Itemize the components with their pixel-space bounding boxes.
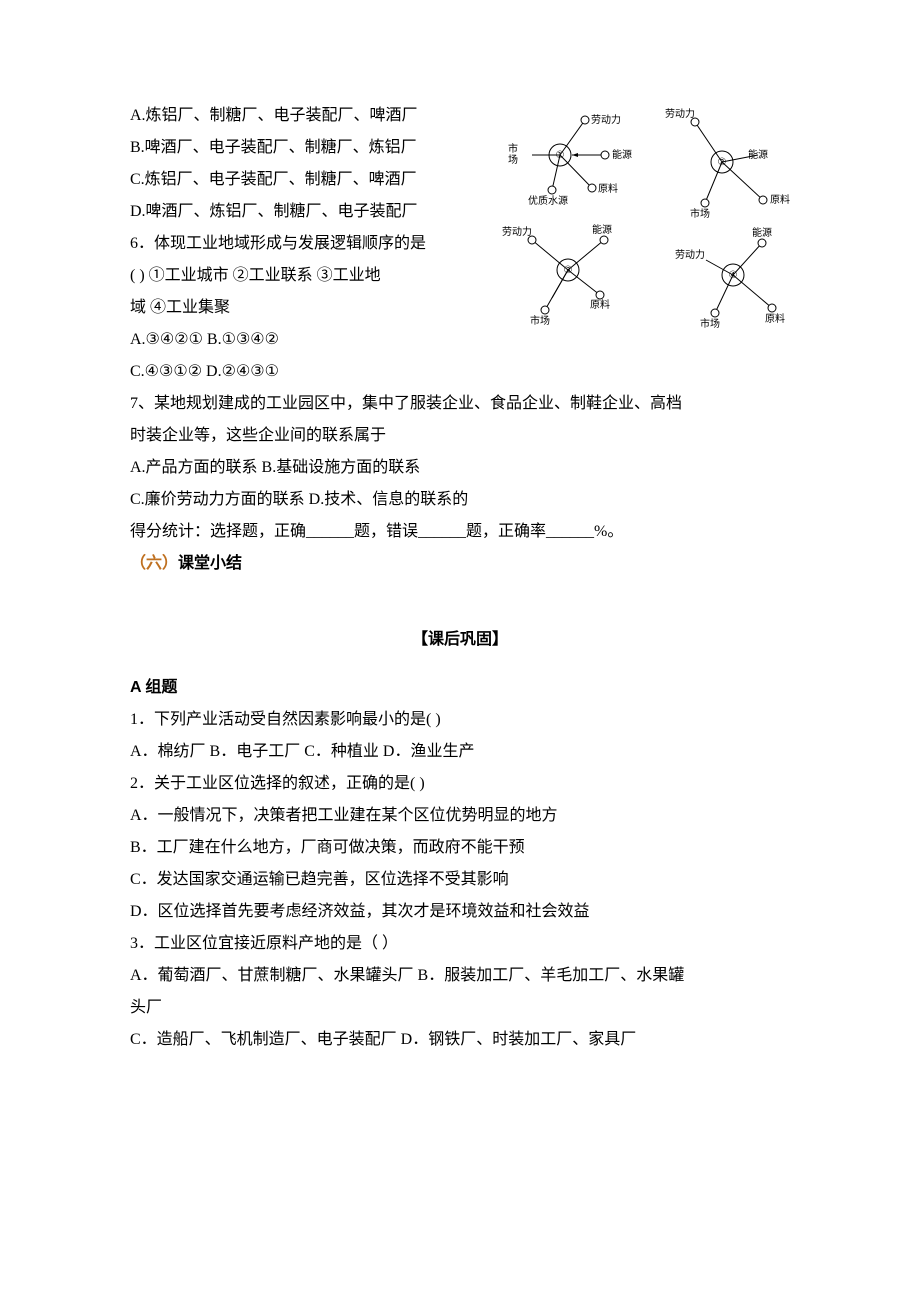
p3-ab-1: A．葡萄酒厂、甘蔗制糖厂、水果罐头厂 B．服装加工厂、羊毛加工厂、水果罐 (130, 960, 790, 992)
label-labor-2: 劳动力 (665, 107, 695, 120)
section-six-title: 课堂小结 (178, 555, 242, 572)
label-raw-1: 原料 (598, 182, 618, 195)
practice-block: 1．下列产业活动受自然因素影响最小的是( ) A．棉纺厂 B．电子工厂 C．种植… (130, 704, 790, 1056)
p2-c: C．发达国家交通运输已趋完善，区位选择不受其影响 (130, 864, 790, 896)
q6-opt-cd: C.④③①② D.②④③① (130, 356, 790, 388)
p2-stem: 2．关于工业区位选择的叙述，正确的是( ) (130, 768, 790, 800)
group-a-heading: A 组题 (130, 672, 790, 704)
label-raw-2: 原料 (770, 193, 790, 206)
section-six-heading: （六）课堂小结 (130, 548, 790, 580)
p1-stem: 1．下列产业活动受自然因素影响最小的是( ) (130, 704, 790, 736)
q6-stem-3: 域 ④工业集聚 (130, 292, 480, 324)
q7-opt-c: C.廉价劳动力方面的联系 D.技术、信息的联系的 (130, 484, 790, 516)
score-line: 得分统计：选择题，正确______题，错误______题，正确率______%。 (130, 516, 790, 548)
section-six-prefix: （六） (130, 555, 178, 572)
label-market-4: 市场 (700, 317, 720, 330)
doc-body: ① 劳动力 能源 原料 优质水源 市 场 (130, 100, 790, 1056)
p3-stem: 3．工业区位宜接近原料产地的是（ ） (130, 928, 790, 960)
p2-b: B．工厂建在什么地方，厂商可做决策，而政府不能干预 (130, 832, 790, 864)
p2-d: D．区位选择首先要考虑经济效益，其次才是环境效益和社会效益 (130, 896, 790, 928)
q6-stem-1: 6．体现工业地域形成与发展逻辑顺序的是 (130, 228, 480, 260)
q5-opt-d: D.啤酒厂、炼铝厂、制糖厂、电子装配厂 (130, 196, 480, 228)
label-raw-3: 原料 (590, 298, 610, 311)
label-labor-3: 劳动力 (502, 225, 532, 238)
label-market-3: 市场 (530, 314, 550, 327)
label-raw-4: 原料 (765, 312, 785, 325)
q7-opt-a: A.产品方面的联系 B.基础设施方面的联系 (130, 452, 790, 484)
label-energy-3: 能源 (592, 223, 612, 236)
label-market-1a: 市 (508, 142, 518, 155)
p2-a: A．一般情况下，决策者把工业建在某个区位优势明显的地方 (130, 800, 790, 832)
q5-opt-c: C.炼铝厂、电子装配厂、制糖厂、啤酒厂 (130, 164, 480, 196)
q6-opts-block: A.③④②① B.①③④② C.④③①② D.②④③① (130, 324, 790, 388)
q7-stem-1: 7、某地规划建成的工业园区中，集中了服装企业、食品企业、制鞋企业、高档 (130, 388, 790, 420)
label-water-1: 优质水源 (528, 194, 568, 207)
label-energy-1: 能源 (612, 148, 632, 161)
q5-opt-a: A.炼铝厂、制糖厂、电子装配厂、啤酒厂 (130, 100, 480, 132)
label-labor-1: 劳动力 (591, 113, 621, 126)
label-labor-4: 劳动力 (675, 248, 705, 261)
label-energy-2: 能源 (748, 148, 768, 161)
q7-stem-2: 时装企业等，这些企业间的联系属于 (130, 420, 790, 452)
p3-ab-2: 头厂 (130, 992, 790, 1024)
factor-diagram: ① 劳动力 能源 原料 优质水源 市 场 (490, 100, 800, 330)
label-market-2: 市场 (690, 207, 710, 220)
p1-opts: A．棉纺厂 B．电子工厂 C．种植业 D．渔业生产 (130, 736, 790, 768)
q6-stem-2: ( ) ①工业城市 ②工业联系 ③工业地 (130, 260, 480, 292)
spacer (130, 580, 790, 608)
label-market-1b: 场 (508, 153, 518, 166)
label-energy-4: 能源 (752, 226, 772, 239)
q7-block: 7、某地规划建成的工业园区中，集中了服装企业、食品企业、制鞋企业、高档 时装企业… (130, 388, 790, 516)
p3-cd: C．造船厂、飞机制造厂、电子装配厂 D．钢铁厂、时装加工厂、家具厂 (130, 1024, 790, 1056)
diagram-figure: ① 劳动力 能源 原料 优质水源 市 场 (490, 100, 800, 330)
q5-opt-b: B.啤酒厂、电子装配厂、制糖厂、炼铝厂 (130, 132, 480, 164)
after-class-heading: 【课后巩固】 (130, 624, 790, 656)
